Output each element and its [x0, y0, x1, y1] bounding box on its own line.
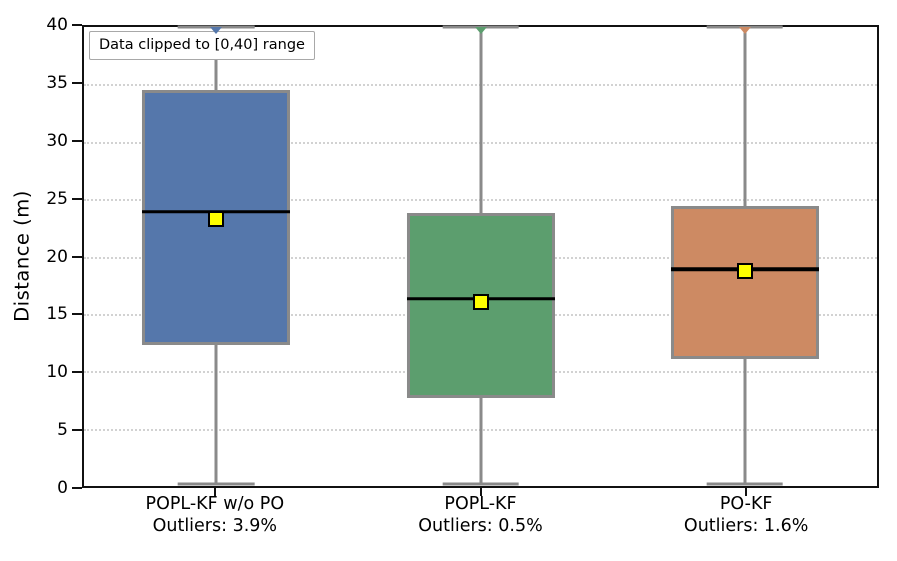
y-tick-mark	[72, 487, 82, 489]
x-category-label: POPL-KF w/o PO	[145, 494, 285, 514]
x-outlier-label: Outliers: 0.5%	[418, 515, 543, 536]
y-tick-label: 15	[46, 304, 68, 325]
x-category-label-block: PO-KF Outliers: 1.6%	[684, 494, 808, 537]
mean-marker	[208, 210, 225, 227]
x-tick-marks	[82, 487, 879, 496]
whisker-upper	[743, 27, 747, 206]
y-tick-mark	[72, 429, 82, 432]
x-category-label-block: POPL-KF w/o PO Outliers: 3.9%	[146, 494, 285, 537]
x-outlier-label: Outliers: 1.6%	[683, 515, 809, 536]
x-tick-labels: POPL-KF w/o PO Outliers: 3.9% POPL-KF Outli…	[82, 494, 879, 544]
whisker-cap-bottom	[706, 482, 784, 486]
whisker-cap-bottom	[442, 482, 519, 486]
y-tick-label: 0	[57, 478, 68, 498]
y-tick-mark	[72, 197, 82, 200]
outlier-marker	[210, 27, 223, 34]
x-category-label: PO-KF	[719, 494, 773, 514]
y-tick-mark	[72, 139, 82, 142]
y-tick-marks	[72, 24, 82, 489]
y-tick-label: 10	[46, 362, 68, 383]
y-tick-label: 25	[46, 188, 68, 209]
whisker-lower	[743, 358, 747, 484]
x-outlier-label: Outliers: 3.9%	[152, 515, 278, 536]
x-tick-mark	[745, 487, 748, 496]
whisker-lower	[479, 397, 482, 484]
outlier-marker	[474, 27, 487, 34]
y-tick-label: 30	[46, 130, 68, 151]
y-tick-mark	[72, 371, 82, 374]
x-tick-mark	[213, 487, 216, 496]
clip-note: Data clipped to [0,40] range	[89, 31, 315, 60]
whisker-upper	[479, 27, 482, 213]
y-tick-labels: 0 5 10 15 20 25 30 35 40	[0, 15, 68, 498]
y-tick-label: 35	[46, 72, 68, 93]
y-tick-label: 5	[57, 420, 68, 441]
box	[670, 206, 819, 359]
whisker-cap-bottom	[177, 482, 255, 486]
mean-marker	[736, 263, 753, 280]
x-tick-mark	[479, 487, 482, 496]
x-category-label: POPL-KF	[444, 494, 517, 514]
y-tick-mark	[72, 81, 82, 84]
outlier-marker	[738, 27, 751, 34]
x-category-label-block: POPL-KF Outliers: 0.5%	[418, 494, 542, 537]
mean-marker	[472, 294, 489, 311]
y-tick-mark	[72, 255, 82, 258]
y-tick-label: 40	[46, 15, 68, 35]
y-tick-mark	[72, 313, 82, 316]
y-tick-label: 20	[46, 246, 68, 267]
whisker-lower	[214, 344, 218, 484]
plot-area: Data clipped to [0,40] range	[82, 25, 879, 488]
y-tick-mark	[72, 24, 82, 26]
